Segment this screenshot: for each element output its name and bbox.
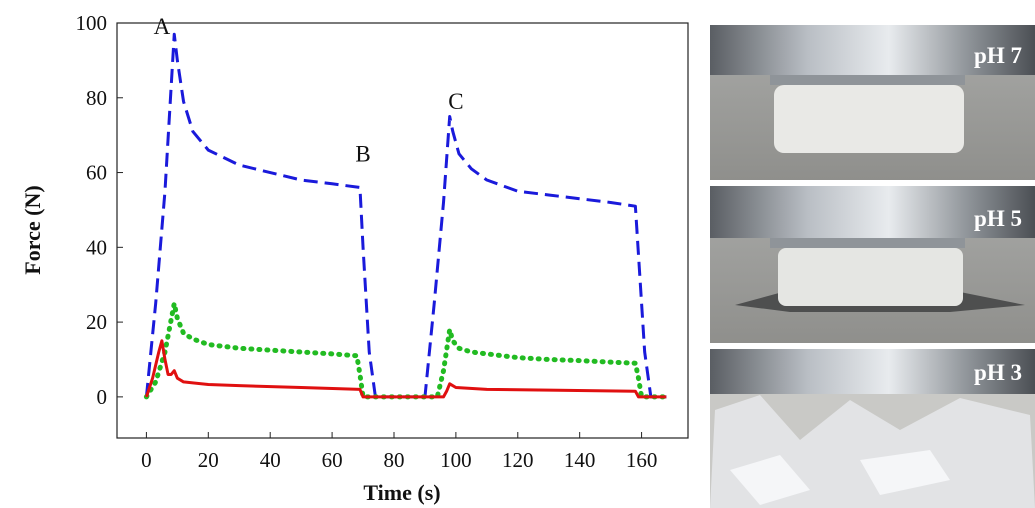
x-tick-label: 0 [141,448,152,472]
x-tick-label: 100 [440,448,472,472]
series-line [146,341,666,397]
photo-label: pH 3 [974,360,1022,385]
y-tick-label: 40 [86,235,107,259]
x-tick-label: 140 [564,448,596,472]
x-tick-label: 60 [322,448,343,472]
annotation: A [154,14,171,39]
annotation: B [355,141,370,166]
x-tick-label: 80 [383,448,404,472]
y-tick-label: 0 [97,385,108,409]
photo-panel: pH 7 [710,25,1035,180]
x-axis-label: Time (s) [363,480,440,505]
y-tick-label: 80 [86,86,107,110]
chart: Time (s) Force (N) pH 7 pH 5 pH 3 0 20 40 6… [0,0,1035,508]
plot-frame [117,23,688,438]
y-tick-label: 20 [86,310,107,334]
series-line [146,34,666,397]
x-tick-label: 40 [260,448,281,472]
y-axis-label: Force (N) [20,185,45,274]
y-tick-label: 100 [76,11,108,35]
x-tick-label: 20 [198,448,219,472]
annotation: C [448,89,463,114]
photo-panel: pH 5 [710,186,1035,343]
series-line [146,303,663,396]
y-tick-label: 60 [86,161,107,185]
photo-panel: pH 3 [710,349,1035,508]
x-tick-label: 120 [502,448,534,472]
photo-label: pH 5 [974,206,1022,231]
x-tick-label: 160 [626,448,658,472]
photo-label: pH 7 [974,43,1022,68]
figure: Time (s) Force (N) pH 7 pH 5 pH 3 0 20 40 6… [0,0,1035,508]
